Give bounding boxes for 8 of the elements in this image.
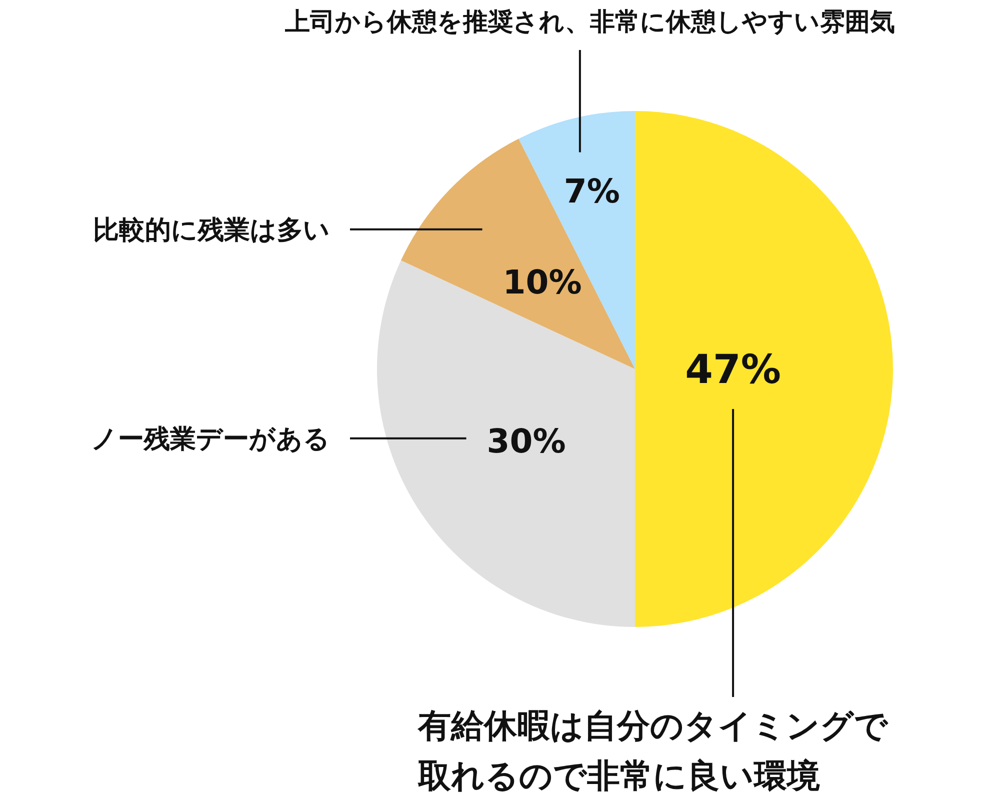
- data-label: 10%: [502, 262, 582, 302]
- data-label: 30%: [486, 421, 566, 460]
- data-label: 7%: [564, 171, 620, 210]
- slice-label: 比較的に残業は多い: [93, 215, 330, 246]
- slice-label: 上司から休憩を推奨され、非常に休憩しやすい雰囲気: [284, 7, 895, 36]
- slice-label: 有給休暇は自分のタイミングで取れるので非常に良い環境: [417, 706, 889, 795]
- data-label: 47%: [685, 347, 781, 393]
- slice-label: ノー残業デーがある: [91, 424, 330, 454]
